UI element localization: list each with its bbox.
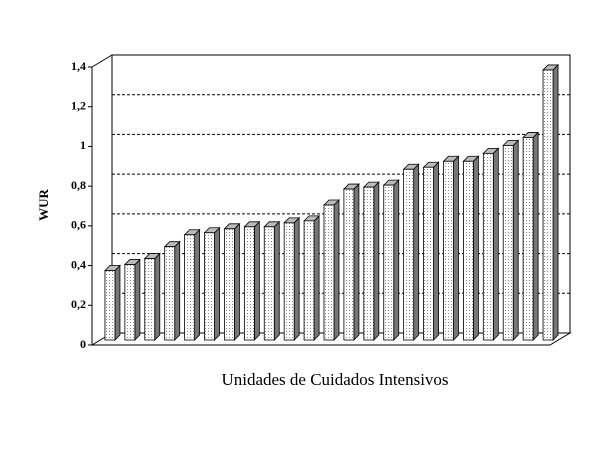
bar	[144, 258, 156, 341]
bar	[184, 234, 196, 341]
y-tick-label: 0,4	[71, 257, 86, 271]
y-tick-label: 0,2	[71, 297, 86, 311]
bar	[224, 228, 235, 341]
bar	[482, 152, 494, 341]
bar-side	[194, 228, 201, 341]
bar-side	[174, 240, 181, 341]
y-tick-label: 1	[80, 138, 86, 152]
bar-side	[273, 220, 280, 341]
bar	[164, 246, 176, 341]
bar	[403, 168, 415, 341]
bar	[502, 144, 514, 341]
bar-side	[532, 131, 539, 341]
bar-side	[492, 147, 499, 341]
bar	[263, 226, 275, 341]
bar	[542, 69, 554, 341]
left-wall-top	[91, 54, 113, 68]
bar	[383, 184, 395, 341]
bar-side	[433, 161, 439, 341]
bar-side	[214, 226, 220, 341]
y-tick-label: 1,2	[71, 98, 86, 112]
bar	[462, 160, 474, 341]
bar-side	[293, 216, 300, 341]
bar-side	[413, 163, 420, 341]
bar	[443, 160, 454, 341]
y-tick-label: 0,8	[71, 178, 86, 192]
bar	[243, 226, 255, 341]
bar-side	[353, 183, 360, 341]
bar	[104, 270, 116, 341]
bar-side	[234, 222, 240, 341]
y-tick-label: 0,6	[71, 218, 86, 232]
bar-side	[114, 264, 121, 341]
x-axis-label: Unidades de Cuidados Intensivos	[221, 370, 448, 389]
bar	[124, 264, 136, 341]
bar-side	[253, 220, 260, 341]
bar-side	[373, 181, 380, 341]
bar-side	[472, 155, 479, 341]
back-wall	[111, 54, 571, 333]
bar	[323, 204, 335, 341]
bar	[423, 166, 434, 341]
bar	[522, 137, 534, 341]
bar	[303, 220, 315, 341]
bar-side	[313, 214, 320, 341]
bar	[204, 232, 215, 341]
bar-side	[512, 139, 519, 341]
bar-side	[453, 155, 459, 341]
bar-side	[134, 258, 141, 341]
bar	[343, 188, 355, 341]
y-tick-label: 0	[80, 337, 86, 351]
bar	[363, 186, 375, 341]
bar-side	[333, 199, 340, 341]
bar-side	[393, 179, 400, 341]
bar	[283, 222, 295, 341]
bar-side	[552, 63, 559, 341]
y-tick-label: 1,4	[71, 59, 86, 73]
bar-side	[154, 252, 161, 341]
y-axis-label: WUR	[36, 189, 51, 221]
